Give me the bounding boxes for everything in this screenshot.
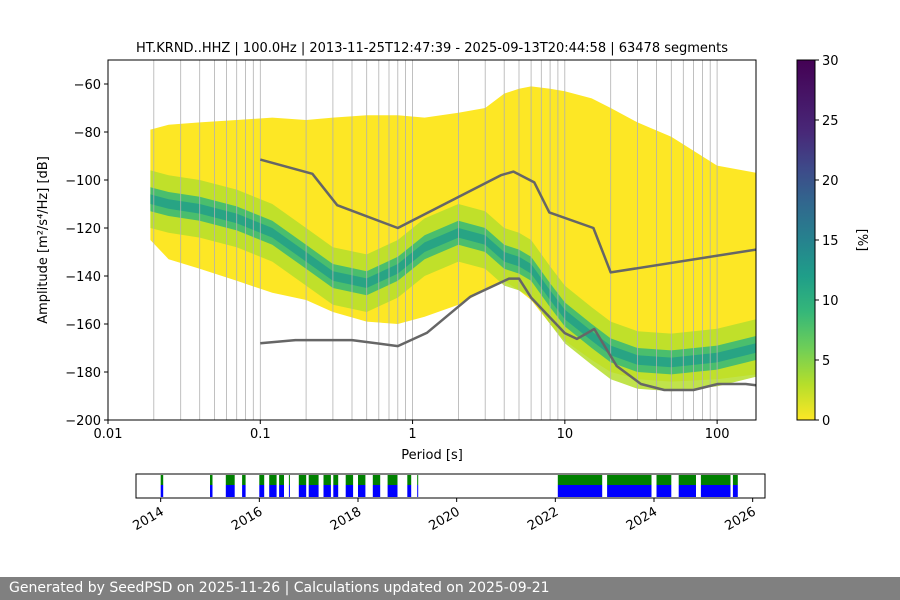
- x-tick-label: 100: [705, 427, 730, 442]
- y-tick-label: −80: [74, 126, 101, 141]
- processed-segment: [210, 485, 213, 497]
- availability-segment: [358, 475, 366, 485]
- timeline-tick-label: 2016: [229, 504, 265, 534]
- data-availability-timeline: [135, 473, 766, 499]
- timeline-tick-label: 2020: [427, 504, 463, 534]
- availability-segment: [298, 475, 307, 485]
- x-tick-label: 10: [557, 427, 574, 442]
- timeline-tick-label: 2014: [131, 504, 167, 534]
- availability-segment: [242, 475, 246, 485]
- colorbar-tick-label: 5: [822, 354, 830, 369]
- colorbar-tick-label: 0: [822, 414, 830, 429]
- availability-segment: [407, 475, 412, 485]
- availability-segment: [345, 475, 354, 485]
- x-tick-label: 0.01: [94, 427, 123, 442]
- colorbar-label: [%]: [854, 229, 869, 252]
- availability-segment: [700, 475, 731, 485]
- processed-segment: [387, 485, 398, 497]
- processed-segment: [269, 485, 277, 497]
- availability-segment: [160, 475, 164, 485]
- timeline-tick-label: 2026: [723, 504, 759, 534]
- colorbar-tick-label: 20: [822, 174, 839, 189]
- plot-frame: [107, 59, 757, 421]
- footer-bar: Generated by SeedPSD on 2025-11-26 | Cal…: [0, 577, 900, 600]
- psd-figure: HT.KRND..HHZ | 100.0Hz | 2013-11-25T12:4…: [36, 41, 869, 534]
- series-nhnm: [259, 158, 756, 274]
- availability-segment: [333, 475, 339, 485]
- availability-segment: [210, 475, 213, 485]
- processed-segment: [259, 485, 265, 497]
- series-nlnm: [260, 277, 756, 392]
- timeline-tick-label: 2024: [624, 504, 660, 534]
- processed-segment: [678, 485, 696, 497]
- colorbar-ticks: 0 5 10 15 20 25 30: [815, 54, 839, 429]
- processed-segment: [557, 485, 603, 497]
- availability-segment: [557, 475, 603, 485]
- x-tick-label: 1: [408, 427, 416, 442]
- processed-segment: [225, 485, 235, 497]
- processed-segment: [345, 485, 354, 497]
- chart-title: HT.KRND..HHZ | 100.0Hz | 2013-11-25T12:4…: [136, 41, 728, 56]
- availability-segment: [656, 475, 672, 485]
- y-axis-label: Amplitude [m²/s⁴/Hz] [dB]: [36, 156, 51, 324]
- processed-segment: [323, 485, 331, 497]
- availability-segment: [288, 475, 290, 485]
- availability-segment: [678, 475, 696, 485]
- noise-model-curves: [259, 158, 756, 392]
- processed-segment: [732, 485, 738, 497]
- availability-segment: [323, 475, 331, 485]
- x-axis-ticks: 0.01 0.1 1 10 100: [94, 420, 730, 442]
- footer-text: Generated by SeedPSD on 2025-11-26 | Cal…: [9, 580, 550, 596]
- plot-area: [108, 60, 756, 420]
- availability-segment: [279, 475, 284, 485]
- availability-segment: [269, 475, 277, 485]
- availability-segment: [308, 475, 319, 485]
- colorbar: [796, 59, 816, 421]
- timeline-ticks: 2014 2016 2018 2020 2022 2024 2026: [131, 498, 759, 534]
- availability-segment: [417, 475, 419, 485]
- colorbar-tick-label: 30: [822, 54, 839, 69]
- y-axis-ticks: −60 −80 −100 −120 −140 −160 −180 −200: [65, 78, 108, 429]
- availability-segment: [372, 475, 381, 485]
- processed-segment: [308, 485, 319, 497]
- processed-segment: [417, 485, 419, 497]
- processed-segment: [407, 485, 412, 497]
- colorbar-tick-label: 25: [822, 114, 839, 129]
- availability-segment: [607, 475, 652, 485]
- processed-segment: [160, 485, 164, 497]
- x-axis-label: Period [s]: [401, 448, 463, 463]
- y-tick-label: −100: [65, 174, 101, 189]
- y-tick-label: −140: [65, 270, 101, 285]
- processed-segment: [288, 485, 290, 497]
- y-tick-label: −200: [65, 414, 101, 429]
- timeline-tick-label: 2022: [525, 504, 561, 534]
- processed-segment: [242, 485, 246, 497]
- availability-segment: [732, 475, 738, 485]
- processed-segment: [372, 485, 381, 497]
- availability-segment: [259, 475, 265, 485]
- processed-segment: [298, 485, 307, 497]
- x-tick-label: 0.1: [250, 427, 271, 442]
- y-tick-label: −160: [65, 318, 101, 333]
- timeline-frame: [135, 473, 766, 499]
- processed-segment: [607, 485, 652, 497]
- availability-segment: [225, 475, 235, 485]
- timeline-tick-label: 2018: [328, 504, 364, 534]
- y-tick-label: −180: [65, 366, 101, 381]
- density-band-peak: [150, 194, 756, 368]
- processed-segment: [279, 485, 284, 497]
- processed-segment: [358, 485, 366, 497]
- grid-lines: [108, 60, 718, 420]
- y-tick-label: −60: [74, 78, 101, 93]
- density-band: [150, 86, 756, 392]
- processed-segment: [656, 485, 672, 497]
- processed-segment: [333, 485, 339, 497]
- y-tick-label: −120: [65, 222, 101, 237]
- availability-segment: [387, 475, 398, 485]
- colorbar-tick-label: 10: [822, 294, 839, 309]
- colorbar-tick-label: 15: [822, 234, 839, 249]
- processed-segment: [700, 485, 731, 497]
